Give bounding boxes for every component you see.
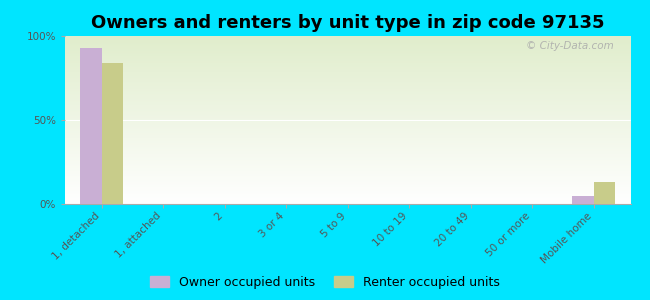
Text: © City-Data.com: © City-Data.com xyxy=(526,41,614,51)
Bar xyxy=(81,48,102,204)
Legend: Owner occupied units, Renter occupied units: Owner occupied units, Renter occupied un… xyxy=(146,271,504,294)
Bar xyxy=(572,196,593,204)
Bar xyxy=(593,182,615,204)
Bar xyxy=(102,63,124,204)
Title: Owners and renters by unit type in zip code 97135: Owners and renters by unit type in zip c… xyxy=(91,14,604,32)
